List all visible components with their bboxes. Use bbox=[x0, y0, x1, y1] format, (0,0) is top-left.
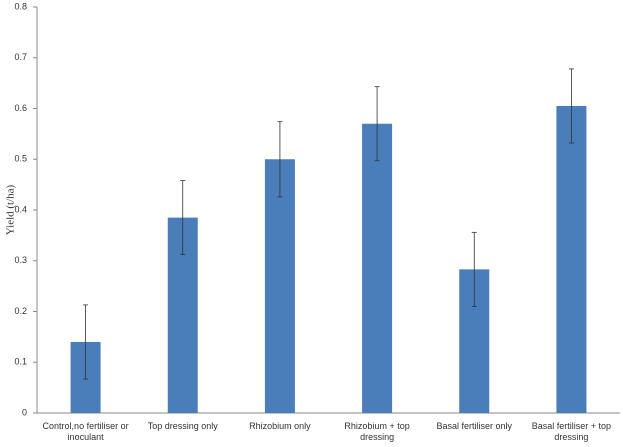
y-tick-label: 0.4 bbox=[14, 204, 27, 214]
x-tick-label: Top dressing only bbox=[147, 421, 218, 431]
y-tick-label: 0.2 bbox=[14, 306, 27, 316]
bar bbox=[556, 105, 587, 414]
x-tick-label: Rhizobium only bbox=[249, 421, 311, 431]
y-tick-label: 0.6 bbox=[14, 103, 27, 113]
y-tick-label: 0.5 bbox=[14, 154, 27, 164]
y-axis-label: Yield (t/ha) bbox=[5, 184, 17, 235]
x-tick-label: Rhizobium + top dressing bbox=[344, 421, 410, 442]
y-tick-label: 0.7 bbox=[14, 52, 27, 62]
x-tick-label: Basal fertiliser only bbox=[436, 421, 513, 431]
y-tick-label: 0 bbox=[22, 407, 27, 417]
bar bbox=[362, 123, 393, 413]
bar bbox=[264, 159, 295, 413]
x-tick-label: Control,no fertiliser or inoculant bbox=[42, 421, 129, 442]
y-tick-label: 0.3 bbox=[14, 255, 27, 265]
y-tick-label: 0.1 bbox=[14, 357, 27, 367]
x-tick-label: Basal fertiliser + top dressing bbox=[531, 421, 612, 442]
y-tick-label: 0.8 bbox=[14, 1, 27, 11]
